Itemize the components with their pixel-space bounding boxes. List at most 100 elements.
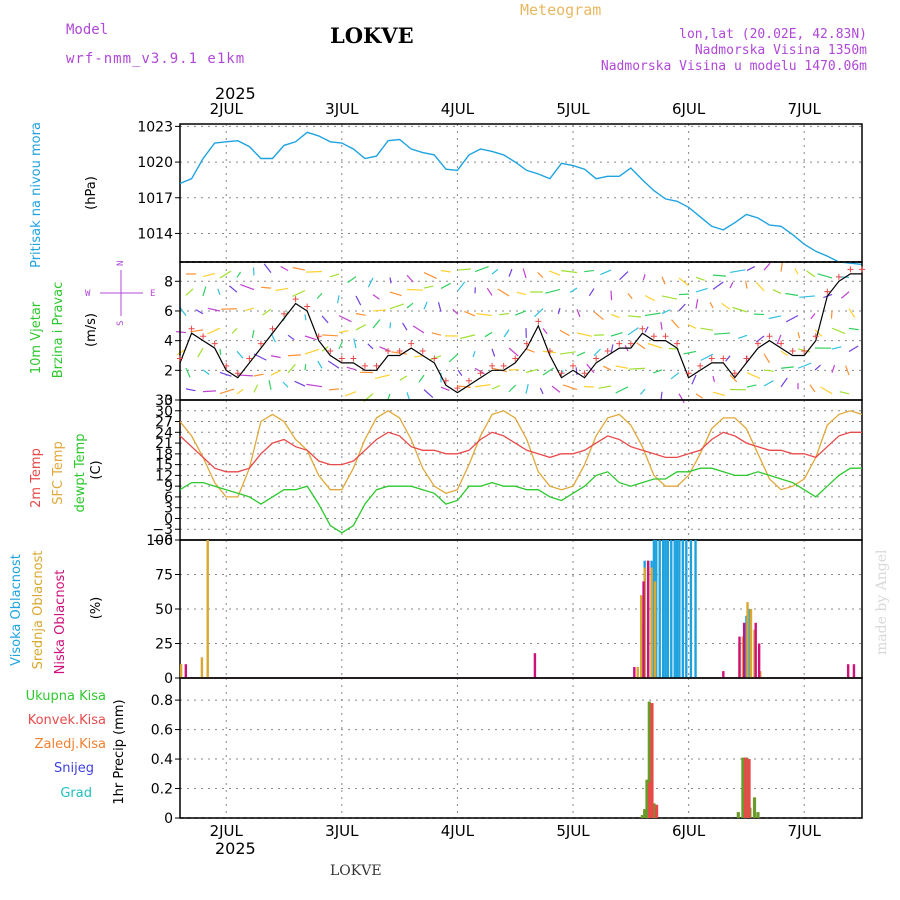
- wind-arrow: [712, 375, 715, 383]
- wind-arrow: [423, 285, 434, 289]
- gust-marker: [754, 340, 761, 347]
- y-tick-label: 0: [164, 671, 173, 687]
- wind-arrow: [486, 287, 493, 296]
- y-tick-label: 0.2: [151, 782, 173, 798]
- wind-arrow: [219, 270, 232, 279]
- gust-marker: [616, 340, 623, 347]
- gust-marker: [731, 370, 738, 377]
- wind-arrow: [452, 308, 459, 315]
- wind-arrow: [610, 313, 620, 319]
- gust-marker: [639, 325, 646, 332]
- y-tick-label: 3: [164, 501, 173, 517]
- conv-precip-bar: [743, 757, 748, 818]
- y-tick-label: 0: [164, 511, 173, 527]
- wind-arrow: [671, 319, 680, 329]
- wind-arrow: [525, 368, 538, 374]
- wind-arrow: [810, 313, 816, 320]
- gust-marker: [650, 333, 657, 340]
- wind-arrow: [712, 391, 725, 397]
- wind-arrow: [640, 388, 646, 395]
- gust-marker: [431, 355, 438, 362]
- conv-precip-bar: [648, 782, 652, 818]
- wind-arrow: [831, 364, 836, 373]
- wind-arrow: [785, 314, 799, 323]
- wind-arrow: [372, 309, 386, 312]
- mid-cloud-bar: [206, 540, 209, 678]
- wind-arrow: [848, 345, 859, 353]
- wind-arrow: [627, 293, 633, 300]
- wind-arrow: [423, 301, 428, 310]
- wind-arrow: [440, 269, 451, 273]
- mid-cloud-bar: [749, 609, 753, 678]
- wind-arrow: [367, 277, 374, 288]
- wind-arrow: [207, 307, 221, 312]
- y-tick-label: 4: [164, 334, 173, 350]
- low-cloud-bar: [646, 560, 650, 678]
- wind-arrow: [839, 391, 850, 395]
- wind-arrow: [338, 341, 343, 350]
- top-year: 2025: [215, 84, 256, 103]
- pressure-unit: (hPa): [84, 176, 99, 210]
- total-precip-bar: [647, 701, 651, 818]
- y-tick-label: 0: [164, 393, 173, 409]
- low-cloud-bar: [757, 643, 761, 678]
- wind-arrow: [206, 327, 221, 335]
- wind-arrow: [406, 274, 414, 283]
- gust-marker: [697, 362, 704, 369]
- wind-arrow: [830, 310, 833, 319]
- wind-arrow: [406, 392, 411, 401]
- cloud-ylabel-3: Niska Oblacnost: [53, 570, 68, 675]
- wind-arrow: [304, 364, 307, 371]
- wind-arrow: [653, 369, 663, 374]
- wind-arrow: [263, 263, 272, 273]
- wind-arrow: [539, 387, 544, 395]
- gust-marker: [177, 355, 183, 362]
- wind-arrow: [763, 369, 774, 372]
- wind-arrow: [304, 335, 317, 341]
- conv-precip-bar: [747, 759, 751, 818]
- gust-marker: [188, 325, 195, 332]
- model-elevation-text: Nadmorska Visina u modelu 1470.06m: [601, 59, 867, 74]
- mid-cloud-bar: [653, 581, 657, 678]
- wind-arrow: [185, 288, 194, 296]
- wind-arrow: [306, 383, 323, 388]
- low-cloud-bar: [642, 581, 645, 678]
- wind-arrow: [253, 384, 259, 393]
- precip-legend-snow: Snijeg: [54, 761, 94, 776]
- high-cloud-bar: [694, 540, 697, 678]
- wind-arrow: [575, 367, 578, 376]
- wind-arrow: [695, 276, 705, 281]
- wind-arrow: [820, 386, 833, 395]
- wind-arrow: [236, 388, 244, 395]
- wind-arrow: [848, 308, 856, 318]
- y-tick-label: 75: [155, 568, 173, 584]
- y-tick-label: 1023: [137, 119, 173, 135]
- wind-arrow: [236, 350, 244, 359]
- low-cloud-bar: [722, 671, 725, 678]
- temp-unit: (C): [89, 460, 104, 479]
- wind-arrow: [457, 369, 463, 376]
- low-cloud-bar: [738, 636, 741, 678]
- wind-arrow: [287, 354, 301, 357]
- low-cloud-bar: [742, 622, 746, 678]
- wind-arrow: [219, 388, 235, 395]
- wind-arrow: [845, 365, 850, 376]
- gust-marker: [500, 362, 507, 369]
- wind-arrow: [389, 322, 392, 329]
- gust-marker: [454, 385, 461, 392]
- wind-arrow: [797, 332, 801, 339]
- wind-arrow: [367, 343, 374, 350]
- gust-marker: [408, 340, 415, 347]
- x-label-bottom: 4JUL: [441, 822, 475, 840]
- wind-arrow: [185, 367, 191, 378]
- wind-arrow: [406, 302, 414, 309]
- wind-arrow: [244, 307, 255, 312]
- gust-marker: [315, 333, 322, 340]
- gust-marker: [281, 310, 288, 317]
- high-cloud-bar: [673, 540, 676, 678]
- wind-arrow: [304, 348, 320, 355]
- wind-arrow: [763, 380, 774, 387]
- wind-arrow: [190, 329, 204, 333]
- high-cloud-bar: [658, 540, 661, 678]
- wind-arrow: [202, 272, 216, 278]
